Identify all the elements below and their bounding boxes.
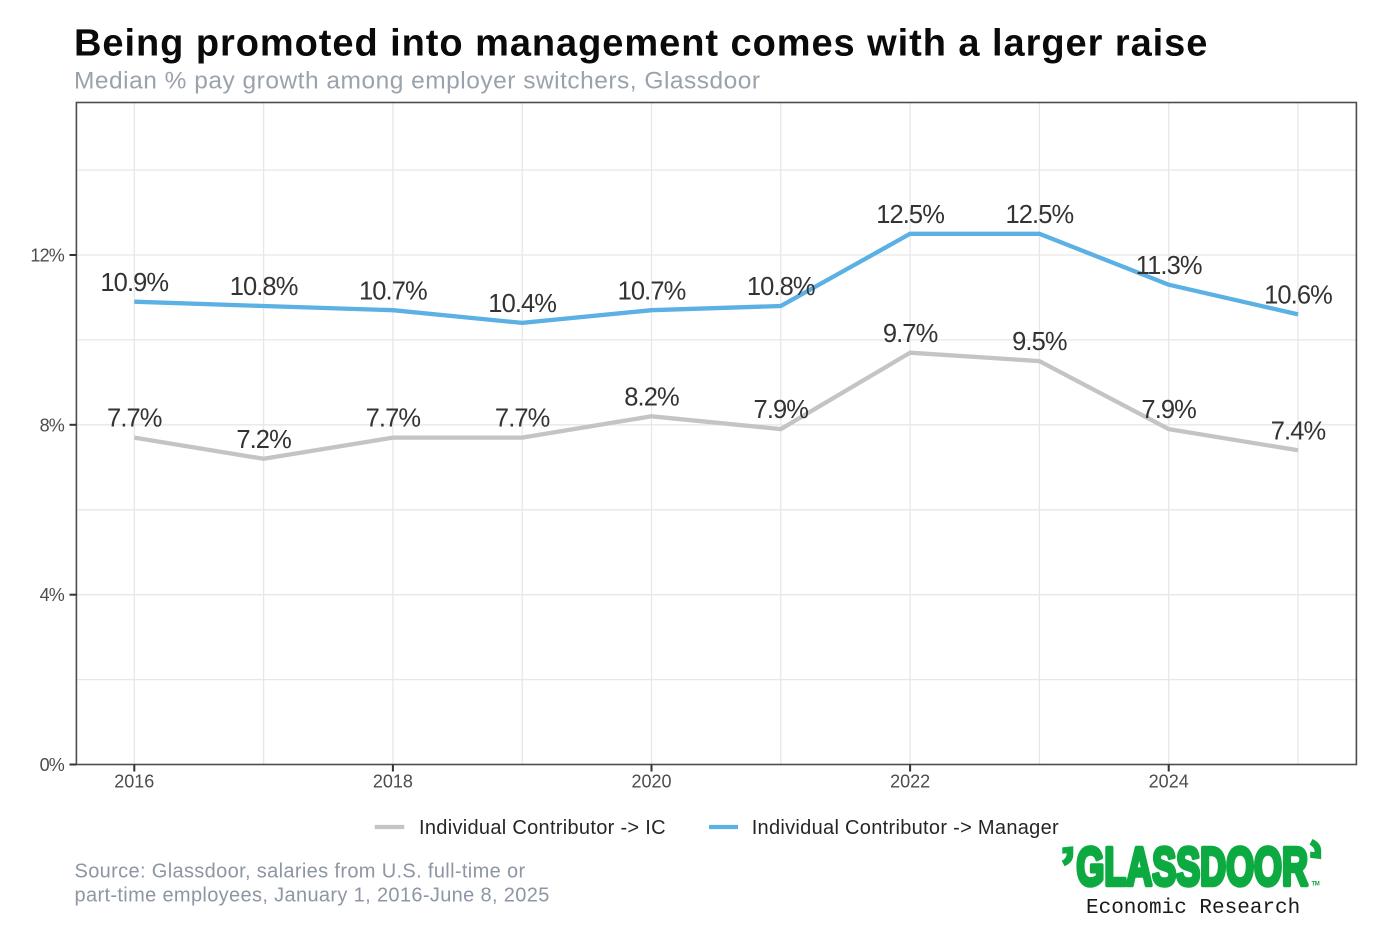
- svg-text:12.5%: 12.5%: [1005, 201, 1073, 229]
- svg-text:8%: 8%: [40, 415, 65, 435]
- svg-text:7.2%: 7.2%: [236, 426, 291, 454]
- svg-text:10.9%: 10.9%: [100, 269, 168, 297]
- svg-text:9.5%: 9.5%: [1012, 328, 1067, 356]
- svg-text:2018: 2018: [373, 772, 413, 792]
- svg-text:2016: 2016: [114, 772, 154, 792]
- svg-text:11.3%: 11.3%: [1136, 252, 1202, 280]
- svg-text:7.7%: 7.7%: [495, 405, 550, 433]
- svg-text:Being promoted into management: Being promoted into management comes wit…: [74, 23, 1208, 65]
- svg-text:10.7%: 10.7%: [618, 277, 686, 305]
- svg-text:12%: 12%: [30, 246, 64, 266]
- svg-text:12.5%: 12.5%: [876, 201, 944, 229]
- svg-text:7.7%: 7.7%: [107, 405, 162, 433]
- svg-text:part-time employees, January 1: part-time employees, January 1, 2016-Jun…: [75, 885, 550, 907]
- svg-text:9.7%: 9.7%: [883, 320, 938, 348]
- svg-text:Median % pay growth among empl: Median % pay growth among employer switc…: [74, 68, 761, 95]
- svg-text:TM: TM: [1312, 882, 1320, 888]
- svg-text:0%: 0%: [40, 755, 65, 775]
- svg-text:8.2%: 8.2%: [624, 383, 679, 411]
- svg-text:2024: 2024: [1149, 772, 1189, 792]
- svg-text:7.4%: 7.4%: [1271, 417, 1326, 445]
- svg-text:4%: 4%: [40, 585, 65, 605]
- svg-text:Individual Contributor -> IC: Individual Contributor -> IC: [419, 817, 666, 839]
- svg-text:7.7%: 7.7%: [366, 405, 421, 433]
- svg-text:GLASSDOOR: GLASSDOOR: [1076, 835, 1308, 896]
- svg-text:10.8%: 10.8%: [747, 273, 815, 301]
- svg-text:10.4%: 10.4%: [488, 290, 556, 318]
- svg-text:2022: 2022: [890, 772, 930, 792]
- svg-text:Source: Glassdoor, salaries fr: Source: Glassdoor, salaries from U.S. fu…: [75, 861, 526, 883]
- svg-text:7.9%: 7.9%: [754, 396, 809, 424]
- svg-text:10.8%: 10.8%: [230, 273, 298, 301]
- svg-text:Individual Contributor -> Mana: Individual Contributor -> Manager: [752, 817, 1059, 839]
- svg-text:10.7%: 10.7%: [359, 277, 427, 305]
- svg-text:7.9%: 7.9%: [1141, 396, 1196, 424]
- svg-text:2020: 2020: [631, 772, 671, 792]
- svg-text:10.6%: 10.6%: [1264, 282, 1332, 310]
- svg-text:Economic Research: Economic Research: [1086, 897, 1300, 920]
